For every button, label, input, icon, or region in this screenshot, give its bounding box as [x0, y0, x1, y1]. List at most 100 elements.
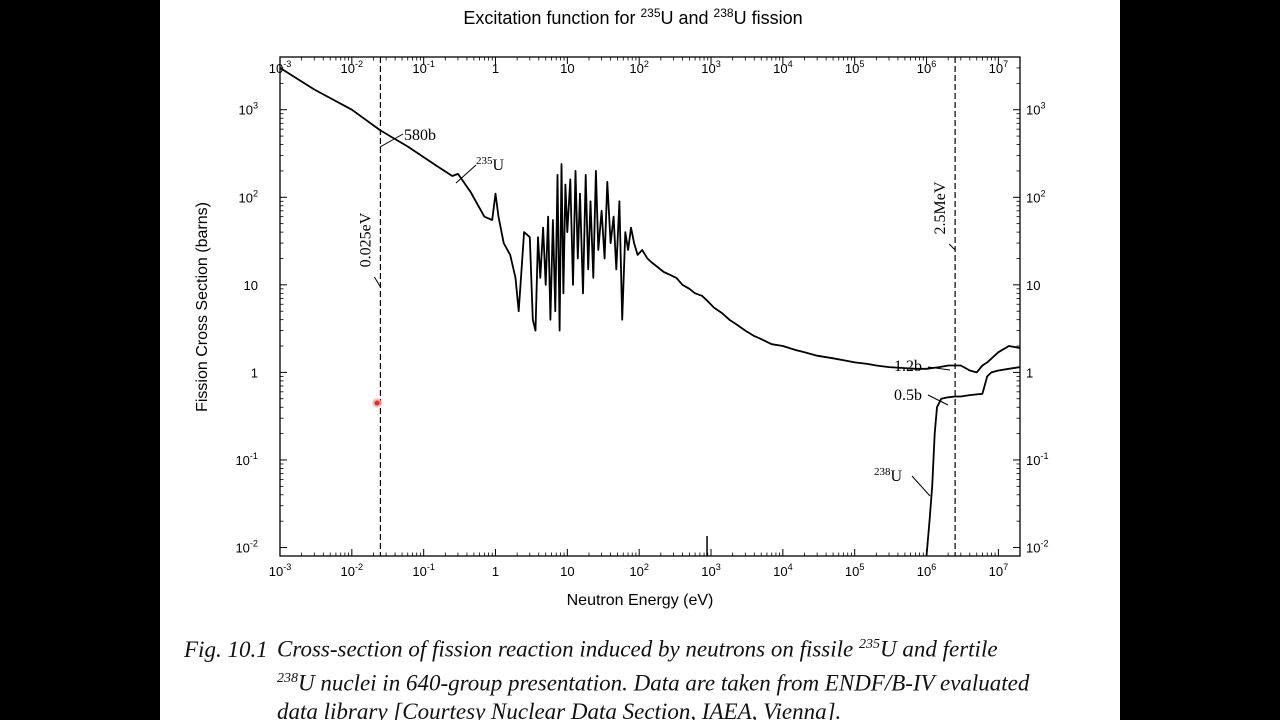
- x-tick-label-bottom: 104: [773, 562, 793, 579]
- label-238U: 238U: [874, 466, 903, 485]
- vline-label-1: 2.5MeV: [932, 181, 949, 234]
- x-tick-label-bottom-base: 1: [492, 564, 499, 579]
- x-tick-label-bottom: 102: [629, 562, 649, 579]
- y-tick-label-left-exp: 3: [253, 101, 258, 111]
- x-tick-label-top-base: 10: [989, 61, 1003, 76]
- caption-line-2: U nuclei in 640-group presentation. Data…: [298, 670, 1030, 696]
- x-tick-label-top: 102: [629, 59, 649, 76]
- leader-238U: [911, 475, 931, 497]
- x-tick-label-bottom: 107: [989, 562, 1009, 579]
- x-tick-label-bottom: 10-3: [269, 562, 292, 579]
- y-tick-label-right: 103: [1026, 101, 1046, 118]
- y-tick-label-right-exp: -2: [1040, 539, 1048, 549]
- x-tick-label-bottom-base: 10: [917, 564, 931, 579]
- x-tick-label-bottom-base: 10: [773, 564, 787, 579]
- x-tick-label-bottom: 106: [917, 562, 937, 579]
- x-tick-label-top-exp: -1: [427, 59, 435, 69]
- x-tick-label-top-base: 10: [773, 61, 787, 76]
- x-tick-label-top: 1: [492, 61, 499, 76]
- y-tick-label-right-exp: 3: [1040, 101, 1045, 111]
- x-tick-label-top: 104: [773, 59, 793, 76]
- y-tick-label-right: 10-2: [1026, 539, 1049, 556]
- x-tick-label-bottom-base: 10: [845, 564, 859, 579]
- x-tick-label-top-base: 10: [560, 61, 574, 76]
- y-tick-label-right: 1: [1026, 365, 1033, 380]
- x-tick-label-top-base: 10: [629, 61, 643, 76]
- y-tick-label-left: 103: [238, 101, 258, 118]
- y-tick-label-right-base: 10: [1026, 453, 1040, 468]
- annotation-leader-1: [927, 366, 951, 371]
- label-238U-mass: 238: [874, 466, 891, 478]
- x-tick-label-top: 105: [845, 59, 865, 76]
- x-axis-label: Neutron Energy (eV): [567, 592, 714, 609]
- x-tick-label-top: 10-3: [269, 59, 292, 76]
- title-part-4: U fission: [734, 8, 803, 28]
- x-tick-label-bottom-base: 10: [701, 564, 715, 579]
- y-tick-label-right-base: 10: [1026, 190, 1040, 205]
- vline-leader-0: [373, 276, 381, 288]
- caption-line-1-end: U and fertile: [880, 636, 998, 662]
- y-tick-label-left: 10-1: [235, 451, 258, 468]
- x-tick-label-bottom-base: 10: [560, 564, 574, 579]
- y-tick-label-left-exp: 2: [253, 188, 258, 198]
- x-tick-label-top-exp: 3: [716, 59, 721, 69]
- annotation-leader-2: [927, 394, 949, 406]
- y-tick-label-right: 10: [1026, 278, 1040, 293]
- x-tick-label-top-exp: 5: [859, 59, 864, 69]
- x-tick-label-top-base: 10: [341, 61, 355, 76]
- label-235U: 235U: [476, 155, 505, 174]
- y-tick-label-left-base: 10: [235, 541, 249, 556]
- fission-chart: Excitation function for 235U and 238U fi…: [194, 6, 1049, 609]
- x-tick-label-bottom-exp: 3: [716, 562, 721, 572]
- x-tick-label-top: 103: [701, 59, 721, 76]
- figure-label: Fig. 10.1: [184, 636, 268, 662]
- y-tick-label-right: 102: [1026, 188, 1046, 205]
- caption-sup-235: 235: [859, 637, 880, 652]
- slide: Excitation function for 235U and 238U fi…: [160, 0, 1120, 720]
- series-238U: [925, 366, 1021, 557]
- y-tick-label-right-exp: -1: [1040, 451, 1048, 461]
- reference-lines: 0.025eV 2.5MeV: [357, 57, 956, 556]
- x-tick-label-top: 106: [917, 59, 937, 76]
- x-tick-label-bottom-exp: -3: [283, 562, 291, 572]
- x-tick-label-bottom-base: 10: [412, 564, 426, 579]
- y-tick-label-left-base: 10: [238, 103, 252, 118]
- y-tick-label-right: 10-1: [1026, 451, 1049, 468]
- vline-leader-1: [948, 243, 956, 251]
- x-tick-label-top-base: 1: [492, 61, 499, 76]
- x-tick-label-top: 107: [989, 59, 1009, 76]
- y-tick-label-right-exp: 2: [1040, 188, 1045, 198]
- x-tick-label-top: 10-1: [412, 59, 435, 76]
- caption-line-1: Cross-section of fission reaction induce…: [277, 636, 859, 662]
- series-235U: [279, 67, 1021, 374]
- leader-235U: [455, 164, 477, 184]
- y-tick-label-left-base: 1: [251, 365, 258, 380]
- chart-title-text: Excitation function for 235U and 238U fi…: [463, 6, 802, 28]
- x-tick-label-bottom: 10-2: [341, 562, 364, 579]
- title-part-0: Excitation function for: [463, 8, 640, 28]
- title-part-1: 235: [640, 6, 660, 20]
- x-tick-label-top-exp: 6: [931, 59, 936, 69]
- x-tick-label-top-exp: 7: [1003, 59, 1008, 69]
- caption-line-3: data library [Courtesy Nuclear Data Sect…: [277, 699, 842, 720]
- x-tick-label-top-base: 10: [412, 61, 426, 76]
- plot-frame: [279, 56, 1021, 557]
- x-tick-label-top: 10: [560, 61, 574, 76]
- x-tick-label-bottom-base: 10: [989, 564, 1003, 579]
- y-tick-label-right-base: 10: [1026, 541, 1040, 556]
- x-tick-label-bottom-exp: 2: [644, 562, 649, 572]
- x-tick-label-bottom-exp: 7: [1003, 562, 1008, 572]
- y-tick-label-left-exp: -2: [250, 539, 258, 549]
- series-group: [279, 67, 1021, 557]
- x-tick-label-top-exp: -2: [355, 59, 363, 69]
- annotation-2: 0.5b: [894, 387, 922, 404]
- x-tick-label-bottom: 10-1: [412, 562, 435, 579]
- y-tick-label-right-base: 10: [1026, 103, 1040, 118]
- x-tick-label-bottom: 103: [701, 562, 721, 579]
- annotation-leader-0: [379, 133, 404, 148]
- x-tick-label-top-base: 10: [845, 61, 859, 76]
- x-tick-label-bottom-exp: 6: [931, 562, 936, 572]
- x-tick-label-top-exp: -3: [283, 59, 291, 69]
- caption-sup-238: 238: [277, 670, 298, 686]
